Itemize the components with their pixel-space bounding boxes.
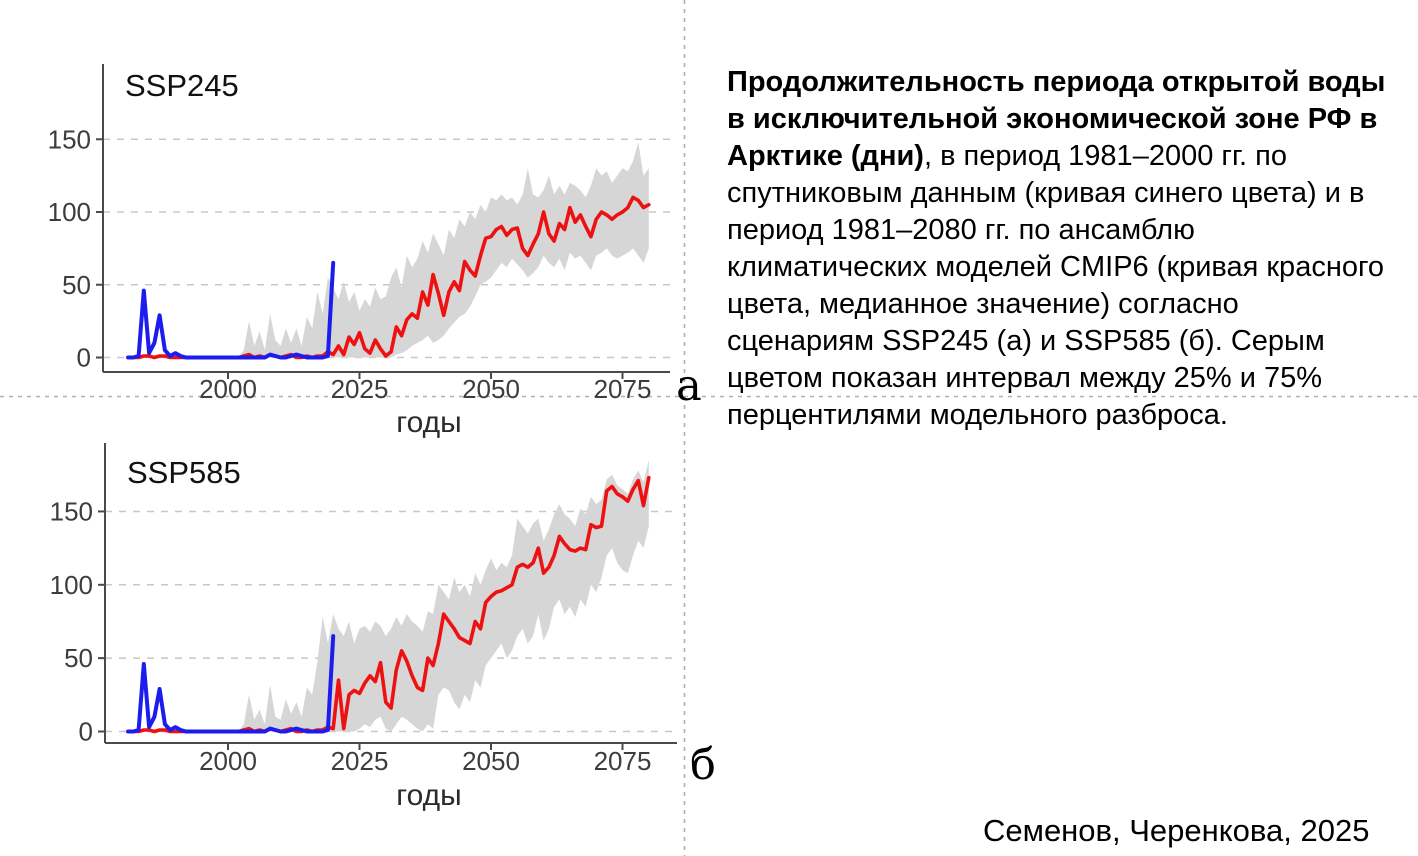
caption-line: перцентилями модельного разброса. bbox=[727, 397, 1417, 434]
caption-line: в исключительной экономической зоне РФ в bbox=[727, 101, 1417, 138]
percentile-band bbox=[128, 142, 649, 358]
caption-regular-text: цвета, медианное значение) согласно bbox=[727, 288, 1239, 320]
caption-line: сценариям SSP245 (а) и SSP585 (б). Серым bbox=[727, 323, 1417, 360]
x-tick-label: 2000 bbox=[199, 746, 257, 776]
caption-line: цветом показан интервал между 25% и 75% bbox=[727, 360, 1417, 397]
y-tick-label: 50 bbox=[64, 643, 93, 673]
caption-regular-text: цветом показан интервал между 25% и 75% bbox=[727, 362, 1323, 394]
y-tick-label: 0 bbox=[77, 343, 91, 373]
satellite-line bbox=[126, 260, 336, 360]
panel-title: SSP585 bbox=[127, 455, 241, 490]
figure-caption: Продолжительность периода открытой воды в… bbox=[727, 64, 1417, 434]
x-tick-label: 2050 bbox=[462, 374, 520, 404]
attribution: Семенов, Черенкова, 2025 bbox=[983, 813, 1370, 848]
caption-regular-text: климатических моделей CMIP6 (кривая крас… bbox=[727, 251, 1385, 283]
y-tick-label: 100 bbox=[48, 197, 91, 227]
caption-regular-text: , в период 1981–2000 гг. по bbox=[923, 140, 1287, 172]
x-tick-label: 2025 bbox=[331, 374, 389, 404]
chart-ssp585: 0 50 100 150 2000 2025 2050 2075 SSP585 годы б bbox=[50, 443, 716, 812]
panel-letter: а bbox=[676, 361, 702, 411]
x-tick-label: 2075 bbox=[594, 374, 652, 404]
x-axis-label: годы bbox=[396, 406, 461, 439]
caption-regular-text: сценариям SSP245 (а) и SSP585 (б). Серым bbox=[727, 325, 1325, 357]
caption-bold-text: Арктике (дни) bbox=[727, 140, 924, 172]
caption-line: цвета, медианное значение) согласно bbox=[727, 286, 1417, 323]
caption-line: климатических моделей CMIP6 (кривая крас… bbox=[727, 249, 1417, 286]
panel-letter: б bbox=[690, 740, 716, 790]
satellite-line bbox=[126, 634, 336, 734]
panel-title: SSP245 bbox=[125, 68, 239, 103]
caption-regular-text: перцентилями модельного разброса. bbox=[727, 399, 1228, 431]
x-tick-label: 2075 bbox=[594, 746, 652, 776]
x-axis-label: годы bbox=[396, 779, 461, 812]
chart-ssp245: 0 50 100 150 2000 2025 2050 2075 SSP245 годы а bbox=[48, 64, 702, 439]
caption-line: спутниковым данным (кривая синего цвета)… bbox=[727, 175, 1417, 212]
y-tick-label: 0 bbox=[79, 717, 93, 747]
caption-regular-text: период 1981–2080 гг. по ансамблю bbox=[727, 214, 1195, 246]
caption-line: Арктике (дни), в период 1981–2000 гг. по bbox=[727, 138, 1417, 175]
caption-bold-text: в исключительной экономической зоне РФ в bbox=[727, 103, 1378, 135]
caption-regular-text: спутниковым данным (кривая синего цвета)… bbox=[727, 177, 1365, 209]
y-tick-label: 100 bbox=[50, 570, 93, 600]
caption-line: Продолжительность периода открытой воды bbox=[727, 64, 1417, 101]
y-tick-label: 150 bbox=[50, 496, 93, 526]
x-tick-label: 2025 bbox=[331, 746, 389, 776]
x-tick-label: 2000 bbox=[199, 374, 257, 404]
percentile-band bbox=[128, 460, 649, 732]
caption-bold-text: Продолжительность периода открытой воды bbox=[727, 66, 1386, 98]
y-tick-label: 50 bbox=[62, 270, 91, 300]
caption-line: период 1981–2080 гг. по ансамблю bbox=[727, 212, 1417, 249]
y-tick-label: 150 bbox=[48, 124, 91, 154]
x-tick-label: 2050 bbox=[462, 746, 520, 776]
